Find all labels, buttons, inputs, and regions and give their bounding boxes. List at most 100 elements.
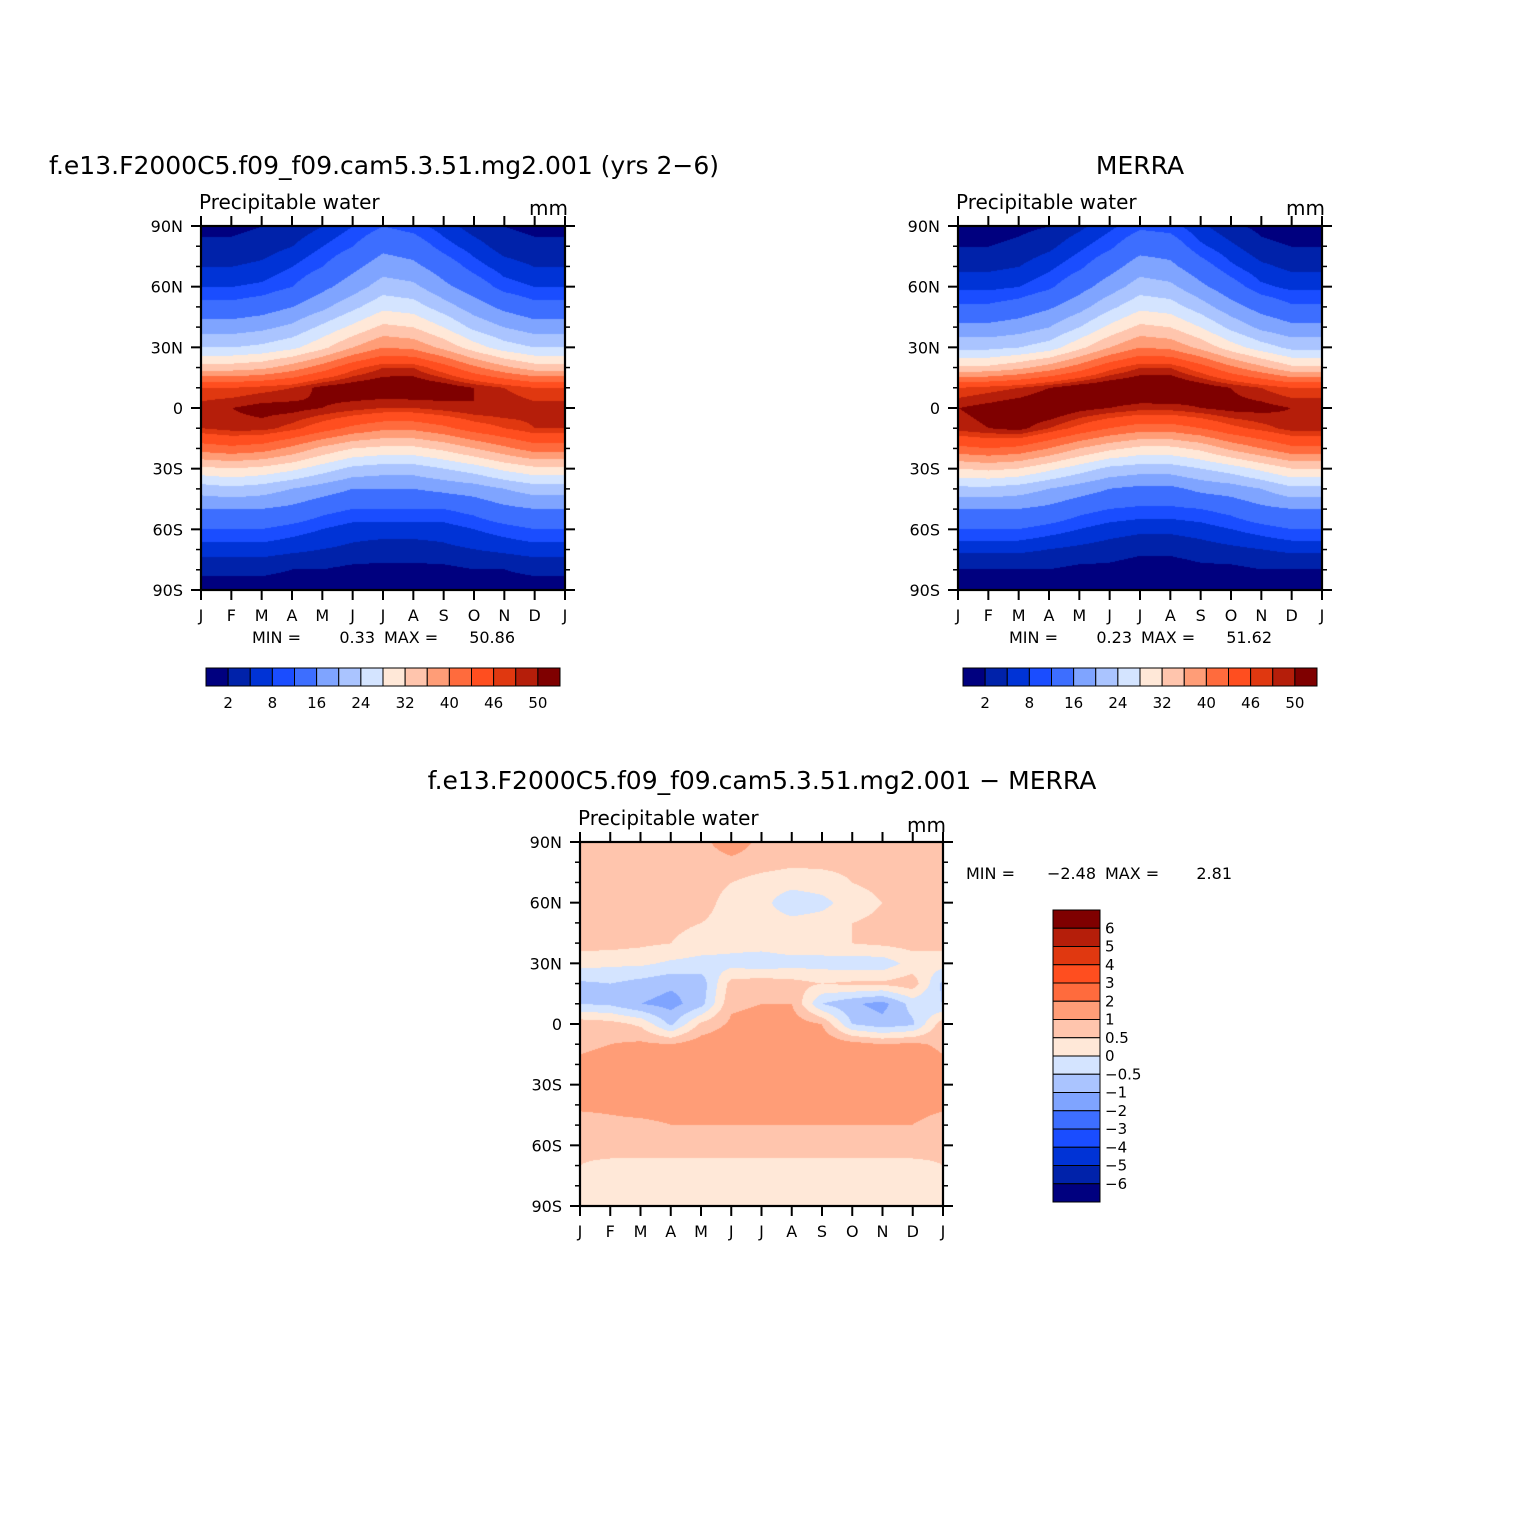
colorbar-swatch <box>1052 1183 1101 1203</box>
colorbar-label: −0.5 <box>1105 1065 1141 1083</box>
colorbar-label: −1 <box>1105 1084 1127 1102</box>
panel-model-stats: MIN = 0.33 MAX = 50.86 <box>252 628 515 647</box>
colorbar-swatch <box>448 667 472 687</box>
panel-obs-y-tick-label: 60S <box>909 520 940 539</box>
panel-obs-y-tick-label: 30S <box>909 460 940 479</box>
colorbar-label: 40 <box>440 694 459 712</box>
panel-diff-min-label: MIN = <box>966 864 1015 883</box>
colorbar-label: 2 <box>1105 992 1115 1010</box>
colorbar-label: 0.5 <box>1105 1029 1129 1047</box>
panel-obs-colorbar: 2 8 16 24 32 40 46 50 <box>962 667 1318 712</box>
colorbar-swatch <box>1139 667 1163 687</box>
colorbar-swatch <box>271 667 295 687</box>
colorbar-swatch <box>515 667 539 687</box>
panel-obs-left-string: Precipitable water <box>956 190 1137 214</box>
colorbar-swatch <box>471 667 495 687</box>
colorbar-label: 8 <box>1025 694 1035 712</box>
colorbar-swatch <box>962 667 986 687</box>
panel-obs-x-tick-label: J <box>1137 606 1143 625</box>
colorbar-label: 16 <box>307 694 326 712</box>
colorbar-label: 1 <box>1105 1011 1115 1029</box>
colorbar-swatch <box>1052 1165 1101 1185</box>
panel-diff-x-tick-label: D <box>907 1222 919 1241</box>
panel-model-y-tick-label: 60N <box>151 278 183 297</box>
panel-model-y-tick-label: 0 <box>173 399 183 418</box>
colorbar-label: 24 <box>351 694 370 712</box>
colorbar-label: 4 <box>1105 956 1115 974</box>
panel-model-x-tick-label: J <box>349 606 355 625</box>
colorbar-swatch <box>1052 1037 1101 1057</box>
colorbar-swatch <box>294 667 318 687</box>
panel-obs-x-tick-label: F <box>984 606 993 625</box>
panel-obs-x-tick-label: A <box>1044 606 1055 625</box>
colorbar-swatch <box>1161 667 1185 687</box>
colorbar-swatch <box>1052 1073 1101 1093</box>
colorbar-label: 40 <box>1197 694 1216 712</box>
panel-model-x-tick-label: N <box>498 606 510 625</box>
colorbar-label: −2 <box>1105 1102 1127 1120</box>
colorbar-swatch <box>360 667 384 687</box>
panel-model-colorbar: 2 8 16 24 32 40 46 50 <box>205 667 561 712</box>
colorbar-swatch <box>1052 1000 1101 1020</box>
panel-obs-min-value: 0.23 <box>1096 628 1132 647</box>
panel-diff-x-tick-label: J <box>940 1222 946 1241</box>
colorbar-label: 2 <box>980 694 990 712</box>
colorbar-swatch <box>1294 667 1318 687</box>
panel-model-x-tick-label: J <box>198 606 204 625</box>
panel-model-x-tick-label: A <box>408 606 419 625</box>
panel-diff-y-tick-label: 90N <box>530 833 562 852</box>
colorbar-swatch <box>1272 667 1296 687</box>
colorbar-swatch <box>338 667 362 687</box>
panel-obs-x-tick-label: N <box>1255 606 1267 625</box>
colorbar-swatch <box>493 667 517 687</box>
panel-obs-y-tick-label: 90S <box>909 581 940 600</box>
panel-model-field <box>201 226 565 590</box>
colorbar-swatch <box>1052 1092 1101 1112</box>
panel-diff-x-tick-label: M <box>634 1222 648 1241</box>
colorbar-label: 50 <box>1285 694 1304 712</box>
colorbar-swatch <box>382 667 406 687</box>
colorbar-swatch <box>1052 1110 1101 1130</box>
panel-diff-left-string: Precipitable water <box>578 806 759 830</box>
panel-obs-x-tick-label: M <box>1012 606 1026 625</box>
panel-diff-x-tick-label: J <box>728 1222 734 1241</box>
colorbar-swatch <box>1052 1128 1101 1148</box>
panel-model-min-value: 0.33 <box>339 628 375 647</box>
panel-model-max-value: 50.86 <box>469 628 515 647</box>
colorbar-swatch <box>1051 667 1075 687</box>
panel-diff-title: f.e13.F2000C5.f09_f09.cam5.3.51.mg2.001 … <box>428 766 1097 795</box>
panel-model-x-tick-label: J <box>562 606 568 625</box>
colorbar-swatch <box>227 667 251 687</box>
panel-obs-min-label: MIN = <box>1009 628 1058 647</box>
panel-model-contour-image <box>201 226 565 590</box>
panel-obs-x-tick-label: J <box>955 606 961 625</box>
panel-model-x-tick-label: S <box>439 606 449 625</box>
colorbar-swatch <box>1052 1146 1101 1166</box>
colorbar-label: 6 <box>1105 919 1115 937</box>
colorbar-label: 8 <box>268 694 278 712</box>
colorbar-label: 16 <box>1064 694 1083 712</box>
panel-obs-x-tick-label: J <box>1319 606 1325 625</box>
panel-obs-max-value: 51.62 <box>1226 628 1272 647</box>
panel-diff-stats: MIN = −2.48 MAX = 2.81 <box>966 864 1232 883</box>
panel-obs-y-tick-label: 90N <box>908 217 940 236</box>
panel-obs-max-label: MAX = <box>1141 628 1195 647</box>
panel-obs-y-tick-label: 30N <box>908 338 940 357</box>
panel-diff-x-tick-label: M <box>694 1222 708 1241</box>
panel-model-y-tick-label: 30S <box>152 460 183 479</box>
panel-model-x-tick-label: M <box>315 606 329 625</box>
colorbar-swatch <box>984 667 1008 687</box>
colorbar-swatch <box>1028 667 1052 687</box>
colorbar-swatch <box>404 667 428 687</box>
colorbar-swatch <box>1052 964 1101 984</box>
panel-diff: f.e13.F2000C5.f09_f09.cam5.3.51.mg2.001 … <box>428 766 1232 1241</box>
panel-obs-x-tick-label: M <box>1072 606 1086 625</box>
panel-diff-y-tick-label: 90S <box>531 1197 562 1216</box>
panel-model-y-tick-label: 90N <box>151 217 183 236</box>
panel-obs-y-tick-label: 0 <box>930 399 940 418</box>
colorbar-swatch <box>1073 667 1097 687</box>
